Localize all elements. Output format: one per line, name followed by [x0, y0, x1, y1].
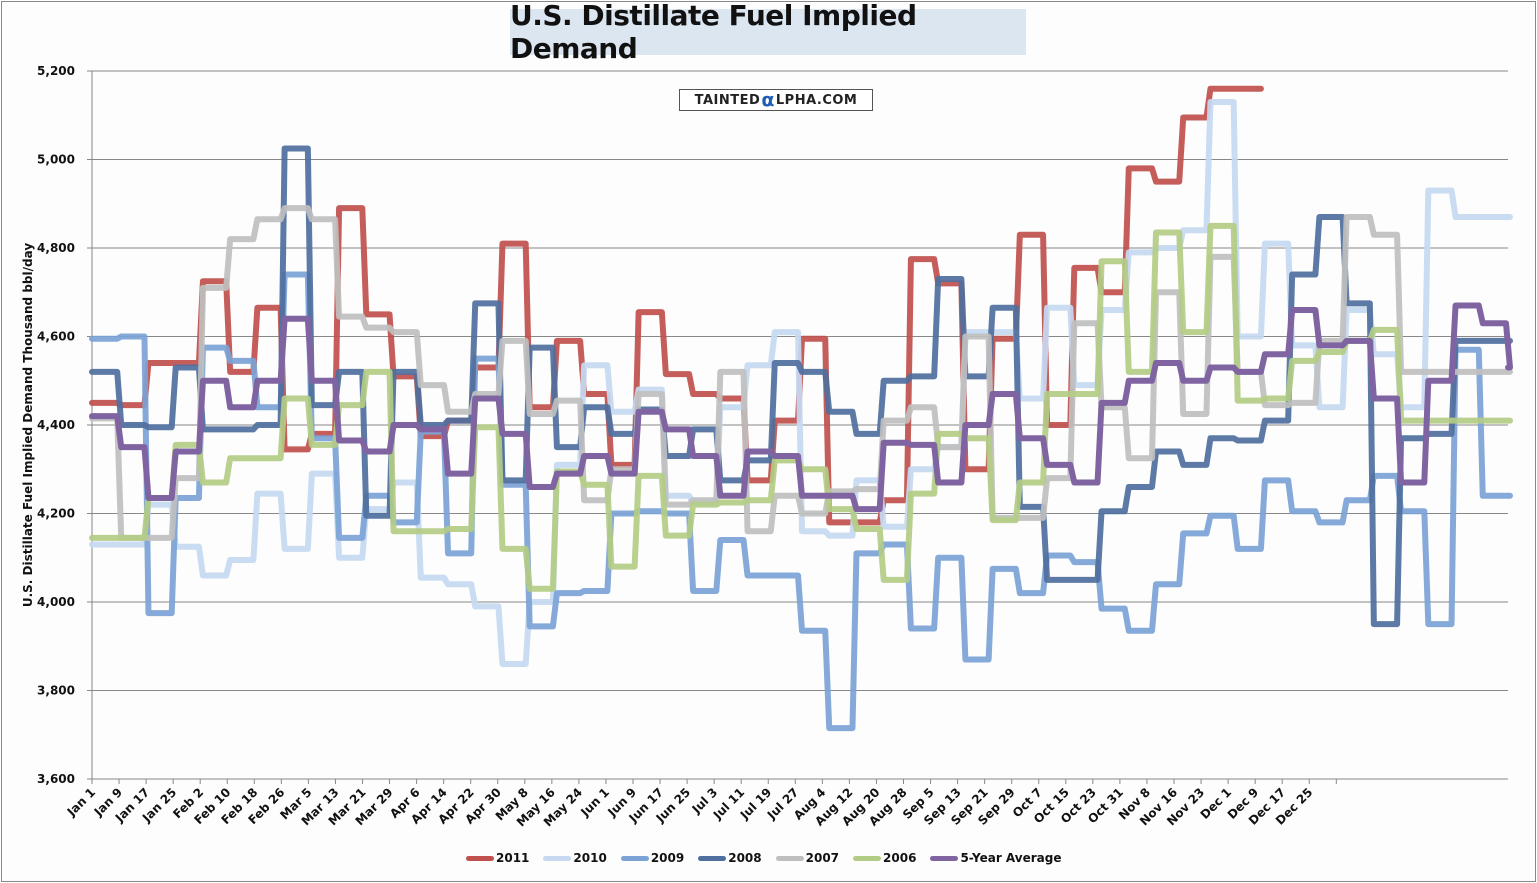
legend-item: 2011: [466, 851, 529, 865]
legend-item: 2009: [620, 851, 685, 865]
legend-label: 2010: [573, 851, 607, 865]
legend-item: 5-Year Average: [930, 851, 1062, 865]
series-lines: [89, 85, 1513, 732]
y-tick-label: 5,000: [37, 153, 75, 167]
y-tick-label: 3,800: [37, 684, 75, 698]
legend: 2011 2010 2009 2008 2007 2006 5-Year Average: [466, 851, 1062, 865]
legend-swatch: [698, 855, 727, 861]
y-tick-label: 4,000: [37, 595, 75, 609]
alpha-icon: α: [761, 88, 775, 111]
y-tick-label: 3,600: [37, 772, 75, 786]
x-tick-label: Jun 1: [577, 785, 612, 820]
y-axis-label: U.S. Distillate Fuel Implied Demand Thou…: [21, 243, 35, 607]
logo-text-2: LPHA.COM: [775, 92, 858, 108]
legend-swatch: [543, 855, 572, 861]
series-line-2009: [89, 271, 1513, 732]
x-tick-label: Jan 1: [64, 785, 98, 819]
y-tick-label: 4,600: [37, 330, 75, 344]
series-line-2011: [89, 85, 1264, 526]
series-line-5-year-average: [89, 302, 1513, 513]
legend-swatch: [853, 855, 882, 861]
legend-swatch: [930, 855, 959, 861]
y-tick-labels: 3,600 3,800 4,000 4,200 4,400 4,600 4,800 5,000…: [37, 64, 75, 786]
legend-label: 2006: [883, 851, 917, 865]
legend-label: 2009: [650, 851, 685, 865]
chart-title: U.S. Distillate Fuel Implied Demand: [510, 0, 1026, 65]
legend-label: 2008: [728, 851, 762, 865]
legend-label: 2011: [496, 851, 530, 865]
watermark-logo: TAINTED α LPHA.COM: [679, 89, 873, 111]
legend-label: 2007: [805, 851, 840, 865]
logo-text-1: TAINTED: [694, 92, 761, 108]
legend-swatch: [620, 855, 649, 861]
y-tick-label: 4,800: [37, 241, 75, 255]
y-tick-label: 4,200: [37, 507, 75, 521]
legend-item: 2007: [775, 851, 840, 865]
series-line-2007: [89, 205, 1513, 541]
legend-item: 2010: [543, 851, 607, 865]
legend-swatch: [466, 855, 494, 861]
axes: [87, 70, 1508, 784]
y-tick-label: 5,200: [37, 64, 75, 78]
y-tick-label: 4,400: [37, 418, 75, 432]
legend-item: 2008: [698, 851, 762, 865]
legend-swatch: [775, 855, 804, 861]
legend-item: 2006: [853, 851, 916, 865]
legend-label: 5-Year Average: [960, 851, 1062, 865]
